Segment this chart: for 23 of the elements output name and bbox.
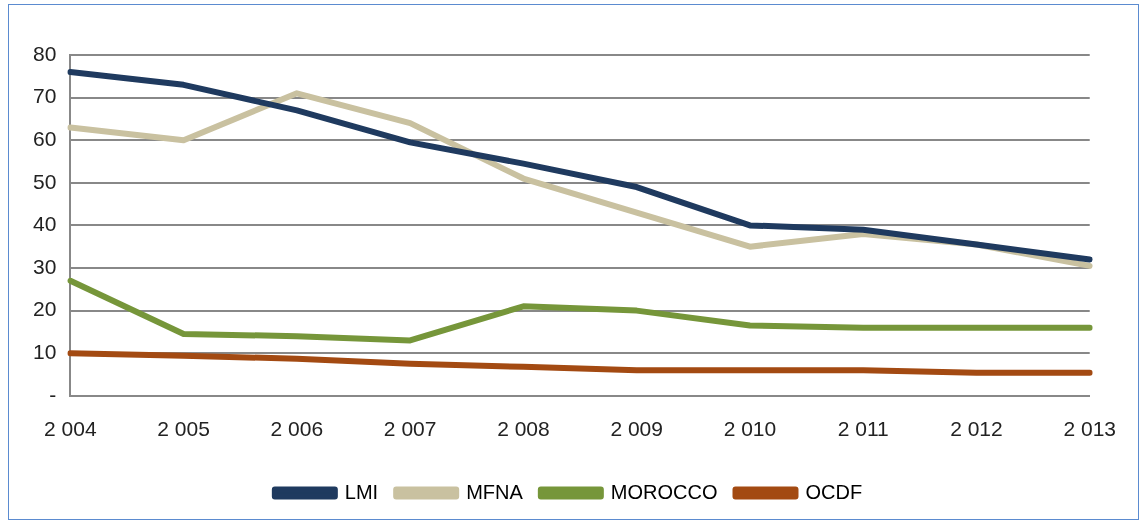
x-tick-label: 2 004	[44, 417, 97, 441]
y-tick-label: 40	[33, 212, 57, 236]
x-tick-label: 2 010	[723, 417, 777, 441]
x-tick-label: 2 012	[950, 417, 1003, 441]
legend-label: MOROCCO	[610, 480, 718, 503]
x-tick-label: 2 005	[157, 417, 210, 441]
y-tick-label: 10	[33, 340, 57, 363]
y-tick-label: -	[49, 382, 57, 406]
legend-label: LMI	[344, 480, 379, 503]
legend-label: OCDF	[805, 480, 863, 503]
x-tick-label: 2 006	[270, 417, 324, 441]
x-tick-label: 2 011	[837, 417, 889, 441]
x-tick-label: 2 007	[383, 417, 437, 441]
y-tick-label: 70	[33, 84, 57, 108]
x-tick-label: 2 008	[497, 417, 550, 441]
x-tick-label: 2 009	[610, 417, 663, 441]
x-tick-label: 2 013	[1063, 417, 1117, 441]
legend-label: MFNA	[466, 480, 524, 503]
y-tick-label: 30	[33, 254, 57, 278]
y-tick-label: 80	[33, 41, 57, 65]
y-tick-label: 50	[33, 169, 57, 193]
y-tick-label: 20	[33, 297, 57, 321]
y-tick-label: 60	[33, 127, 57, 150]
